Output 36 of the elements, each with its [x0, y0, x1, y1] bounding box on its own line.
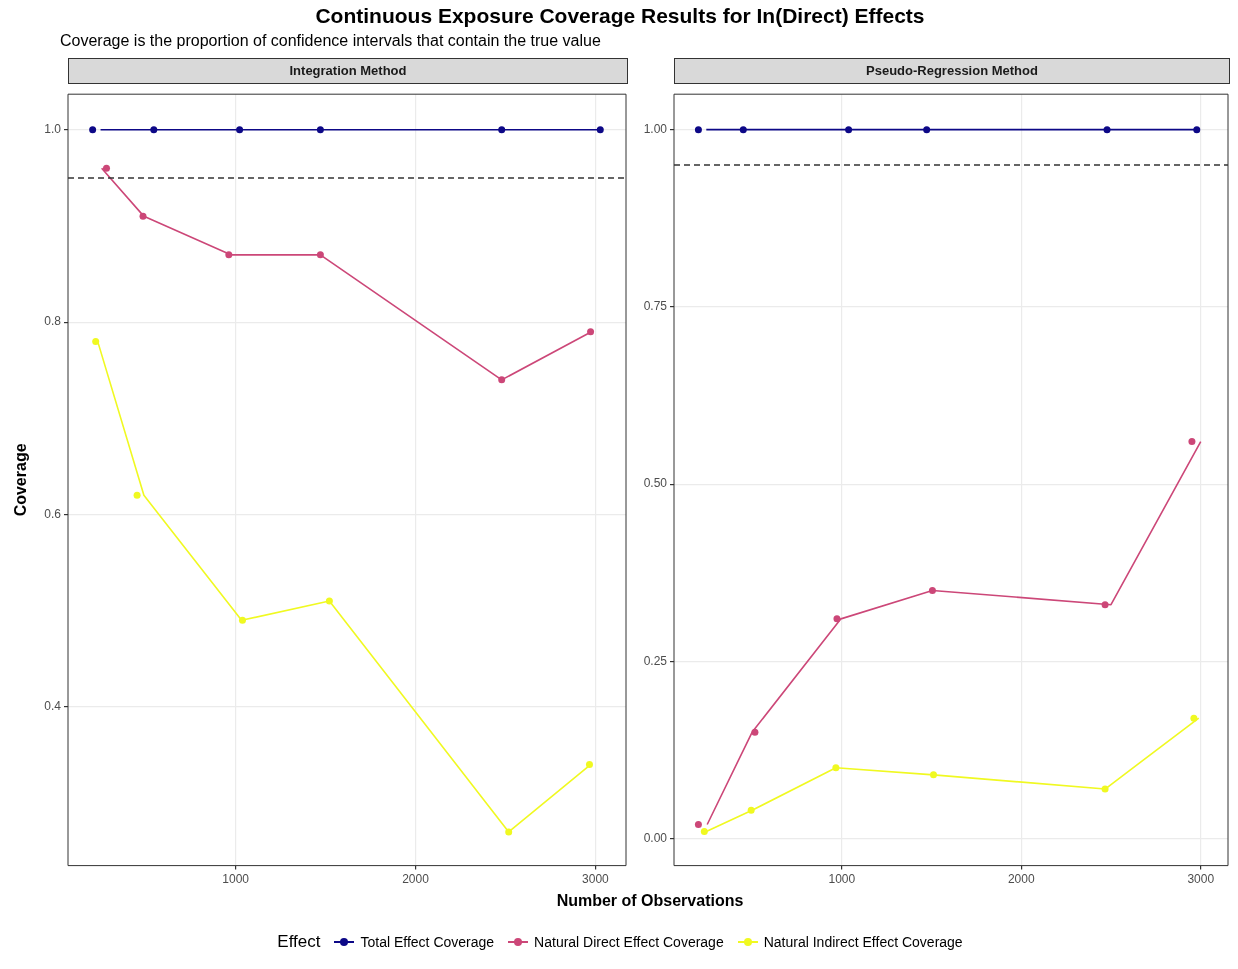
point — [700, 828, 708, 836]
legend-label: Natural Indirect Effect Coverage — [763, 934, 963, 950]
point — [133, 491, 141, 499]
y-tick-label: 0.8 — [44, 314, 62, 329]
point — [92, 337, 100, 345]
point — [89, 126, 97, 134]
legend-label: Total Effect Coverage — [360, 934, 495, 950]
point — [694, 126, 702, 134]
x-axis-title: Number of Observations — [555, 892, 745, 910]
point — [694, 820, 702, 828]
x-tick-label: 1000 — [828, 872, 856, 887]
x-tick-label: 1000 — [222, 872, 250, 887]
y-tick-label: 0.75 — [643, 299, 668, 314]
x-tick-label: 3000 — [582, 872, 610, 887]
y-tick-label: 0.50 — [643, 476, 668, 491]
y-tick-label: 1.0 — [44, 122, 62, 137]
x-tick-label: 3000 — [1187, 872, 1215, 887]
point — [103, 164, 110, 172]
legend-label: Natural Direct Effect Coverage — [534, 934, 724, 950]
y-tick-label: 0.25 — [643, 653, 668, 668]
point — [1188, 438, 1196, 446]
point — [1193, 126, 1201, 134]
x-tick-label: 2000 — [402, 872, 430, 887]
point — [833, 615, 841, 623]
legend-title: Effect — [277, 932, 321, 952]
chart-subtitle: Coverage is the proportion of confidence intervals that contain the true value — [60, 32, 602, 50]
y-tick-label: 0.00 — [643, 830, 668, 845]
chart-title: Continuous Exposure Coverage Results for In(Direct) Effects — [314, 4, 926, 28]
text: Pseudo-Regression Method — [674, 58, 1230, 84]
y-axis-title: Coverage — [12, 443, 30, 517]
y-tick-label: 0.4 — [44, 699, 62, 714]
y-tick-label: 0.6 — [44, 506, 62, 521]
x-tick-label: 2000 — [1007, 872, 1035, 887]
y-tick-label: 1.00 — [643, 121, 668, 136]
point — [596, 126, 604, 134]
text: Integration Method — [68, 58, 628, 84]
